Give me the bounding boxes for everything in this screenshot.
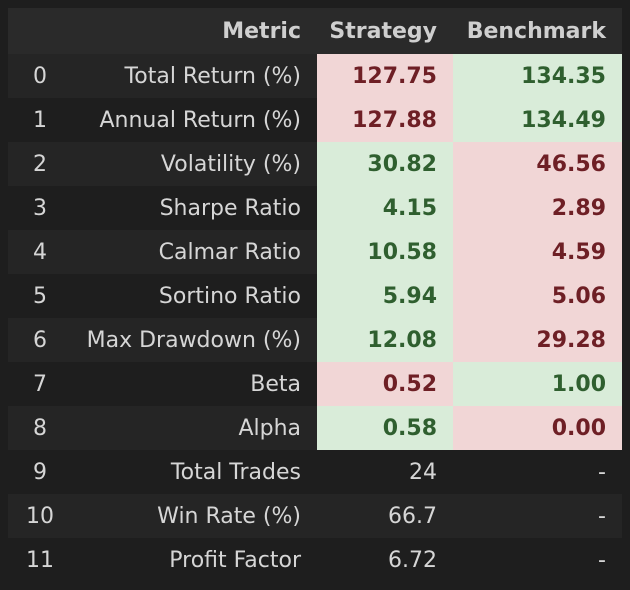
row-index: 0 bbox=[8, 54, 72, 98]
row-index: 1 bbox=[8, 98, 72, 142]
table-row: 4 Calmar Ratio 10.58 4.59 bbox=[8, 230, 622, 274]
strategy-value: 5.94 bbox=[317, 274, 453, 318]
benchmark-value: 5.06 bbox=[453, 274, 622, 318]
table-row: 5 Sortino Ratio 5.94 5.06 bbox=[8, 274, 622, 318]
strategy-value: 127.88 bbox=[317, 98, 453, 142]
metrics-table-container: Metric Strategy Benchmark 0 Total Return… bbox=[8, 8, 622, 582]
metric-name: Annual Return (%) bbox=[72, 98, 317, 142]
metric-name: Total Return (%) bbox=[72, 54, 317, 98]
table-row: 10 Win Rate (%) 66.7 - bbox=[8, 494, 622, 538]
table-row: 0 Total Return (%) 127.75 134.35 bbox=[8, 54, 622, 98]
strategy-value: 24 bbox=[317, 450, 453, 494]
strategy-value: 0.52 bbox=[317, 362, 453, 406]
row-index: 6 bbox=[8, 318, 72, 362]
table-row: 1 Annual Return (%) 127.88 134.49 bbox=[8, 98, 622, 142]
strategy-value: 127.75 bbox=[317, 54, 453, 98]
row-index: 9 bbox=[8, 450, 72, 494]
table-row: 2 Volatility (%) 30.82 46.56 bbox=[8, 142, 622, 186]
table-row: 3 Sharpe Ratio 4.15 2.89 bbox=[8, 186, 622, 230]
table-row: 7 Beta 0.52 1.00 bbox=[8, 362, 622, 406]
row-index: 10 bbox=[8, 494, 72, 538]
benchmark-value: - bbox=[453, 538, 622, 582]
metric-name: Beta bbox=[72, 362, 317, 406]
table-row: 8 Alpha 0.58 0.00 bbox=[8, 406, 622, 450]
row-index: 8 bbox=[8, 406, 72, 450]
metric-name: Calmar Ratio bbox=[72, 230, 317, 274]
benchmark-column-header: Benchmark bbox=[453, 8, 622, 54]
metric-name: Volatility (%) bbox=[72, 142, 317, 186]
strategy-value: 10.58 bbox=[317, 230, 453, 274]
benchmark-value: 2.89 bbox=[453, 186, 622, 230]
strategy-value: 30.82 bbox=[317, 142, 453, 186]
metric-column-header: Metric bbox=[72, 8, 317, 54]
row-index: 5 bbox=[8, 274, 72, 318]
row-index: 3 bbox=[8, 186, 72, 230]
benchmark-value: 134.35 bbox=[453, 54, 622, 98]
row-index: 11 bbox=[8, 538, 72, 582]
header-row: Metric Strategy Benchmark bbox=[8, 8, 622, 54]
row-index: 4 bbox=[8, 230, 72, 274]
row-index: 7 bbox=[8, 362, 72, 406]
metric-name: Max Drawdown (%) bbox=[72, 318, 317, 362]
benchmark-value: - bbox=[453, 494, 622, 538]
strategy-value: 66.7 bbox=[317, 494, 453, 538]
index-column-header bbox=[8, 8, 72, 54]
strategy-column-header: Strategy bbox=[317, 8, 453, 54]
strategy-value: 0.58 bbox=[317, 406, 453, 450]
table-row: 6 Max Drawdown (%) 12.08 29.28 bbox=[8, 318, 622, 362]
benchmark-value: - bbox=[453, 450, 622, 494]
benchmark-value: 29.28 bbox=[453, 318, 622, 362]
benchmark-value: 1.00 bbox=[453, 362, 622, 406]
metrics-table: Metric Strategy Benchmark 0 Total Return… bbox=[8, 8, 622, 582]
metric-name: Profit Factor bbox=[72, 538, 317, 582]
benchmark-value: 0.00 bbox=[453, 406, 622, 450]
benchmark-value: 134.49 bbox=[453, 98, 622, 142]
row-index: 2 bbox=[8, 142, 72, 186]
table-row: 9 Total Trades 24 - bbox=[8, 450, 622, 494]
strategy-value: 12.08 bbox=[317, 318, 453, 362]
metric-name: Sortino Ratio bbox=[72, 274, 317, 318]
metric-name: Sharpe Ratio bbox=[72, 186, 317, 230]
benchmark-value: 46.56 bbox=[453, 142, 622, 186]
benchmark-value: 4.59 bbox=[453, 230, 622, 274]
table-body: 0 Total Return (%) 127.75 134.35 1 Annua… bbox=[8, 54, 622, 582]
table-row: 11 Profit Factor 6.72 - bbox=[8, 538, 622, 582]
table-header: Metric Strategy Benchmark bbox=[8, 8, 622, 54]
metric-name: Win Rate (%) bbox=[72, 494, 317, 538]
strategy-value: 6.72 bbox=[317, 538, 453, 582]
metric-name: Alpha bbox=[72, 406, 317, 450]
strategy-value: 4.15 bbox=[317, 186, 453, 230]
metric-name: Total Trades bbox=[72, 450, 317, 494]
